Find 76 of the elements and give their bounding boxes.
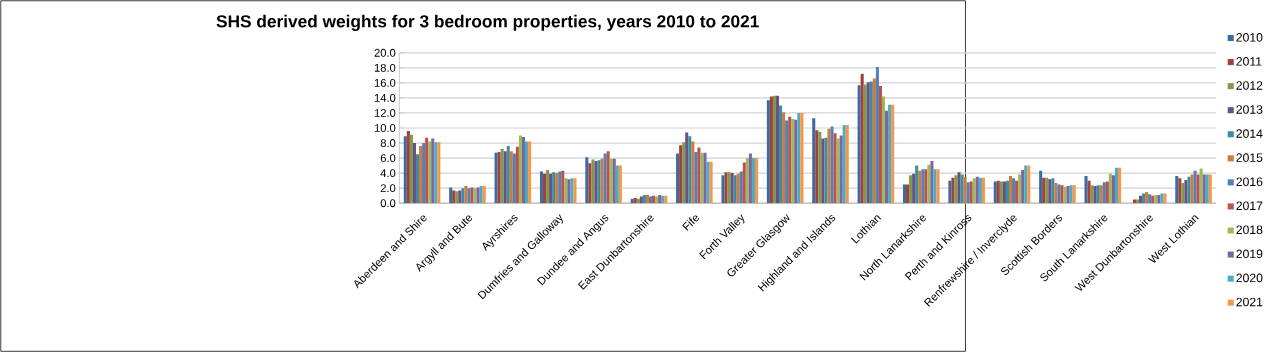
legend-label: 2011 bbox=[1236, 57, 1262, 66]
bar bbox=[833, 133, 837, 204]
y-tick-label: 12.0 bbox=[374, 109, 396, 117]
bar bbox=[648, 196, 653, 204]
bar bbox=[1018, 174, 1022, 204]
bar bbox=[748, 153, 752, 204]
x-tick-label: Fife bbox=[682, 215, 699, 231]
legend-label: 2014 bbox=[1236, 129, 1263, 138]
bar bbox=[751, 158, 755, 204]
bar bbox=[585, 157, 589, 204]
bar bbox=[754, 158, 759, 204]
legend-label: 2012 bbox=[1236, 81, 1263, 90]
bar bbox=[425, 137, 429, 204]
y-tick-label: 2.0 bbox=[380, 184, 396, 193]
bar bbox=[697, 147, 701, 204]
bar bbox=[785, 120, 789, 204]
bar bbox=[1199, 168, 1203, 204]
bar bbox=[1008, 176, 1013, 204]
bar bbox=[1087, 180, 1091, 204]
legend-label: 2015 bbox=[1236, 153, 1263, 162]
bar bbox=[1193, 170, 1197, 204]
bar bbox=[878, 85, 882, 204]
bar bbox=[1084, 176, 1088, 204]
bar bbox=[515, 146, 519, 204]
bar bbox=[782, 112, 786, 204]
bar bbox=[915, 165, 919, 204]
bar bbox=[521, 137, 526, 204]
y-tick-label: 0.0 bbox=[380, 199, 396, 208]
bar bbox=[1114, 167, 1119, 204]
bar bbox=[685, 132, 689, 204]
bar bbox=[1039, 170, 1043, 204]
y-tick-label: 6.0 bbox=[380, 154, 396, 163]
bar bbox=[542, 173, 547, 204]
bar bbox=[902, 184, 907, 204]
bar bbox=[745, 158, 749, 204]
bar bbox=[860, 73, 864, 204]
bar bbox=[412, 143, 416, 204]
legend-label: 2017 bbox=[1236, 201, 1263, 211]
bar bbox=[403, 136, 407, 204]
bar bbox=[688, 136, 692, 204]
bar bbox=[506, 146, 510, 204]
bar bbox=[518, 135, 522, 204]
legend-label: 2010 bbox=[1236, 33, 1263, 42]
bar bbox=[1132, 199, 1136, 204]
legend-label: 2021 bbox=[1236, 297, 1263, 307]
bar bbox=[415, 154, 420, 204]
bar bbox=[691, 141, 695, 204]
legend-label: 2020 bbox=[1236, 273, 1263, 283]
bar bbox=[1135, 199, 1140, 204]
bar bbox=[1196, 174, 1200, 204]
bar bbox=[676, 153, 680, 204]
y-tick-label: 4.0 bbox=[380, 169, 396, 178]
y-tick-label: 8.0 bbox=[380, 139, 396, 147]
y-tick-label: 16.0 bbox=[374, 78, 396, 87]
legend-label: 2013 bbox=[1236, 105, 1263, 114]
legend-label: 2016 bbox=[1236, 177, 1263, 186]
bar bbox=[766, 100, 770, 204]
y-tick-label: 14.0 bbox=[374, 93, 396, 102]
bar bbox=[857, 85, 861, 204]
y-tick-label: 20.0 bbox=[374, 48, 396, 57]
y-tick-label: 18.0 bbox=[374, 63, 396, 72]
y-tick-label: 10.0 bbox=[374, 124, 396, 132]
bar bbox=[779, 105, 783, 204]
bar bbox=[742, 162, 746, 204]
bar bbox=[812, 118, 816, 204]
bar bbox=[881, 96, 886, 204]
chart-title: SHS derived weights for 3 bedroom properties, years 2010 to 2021 bbox=[216, 14, 759, 31]
bar bbox=[406, 130, 410, 204]
legend-label: 2019 bbox=[1236, 249, 1263, 259]
bar bbox=[1021, 170, 1025, 204]
bar bbox=[875, 67, 879, 204]
bar bbox=[694, 152, 698, 204]
legend-label: 2018 bbox=[1236, 225, 1263, 235]
bar bbox=[775, 95, 780, 204]
bar bbox=[885, 110, 889, 204]
bar bbox=[588, 163, 592, 204]
